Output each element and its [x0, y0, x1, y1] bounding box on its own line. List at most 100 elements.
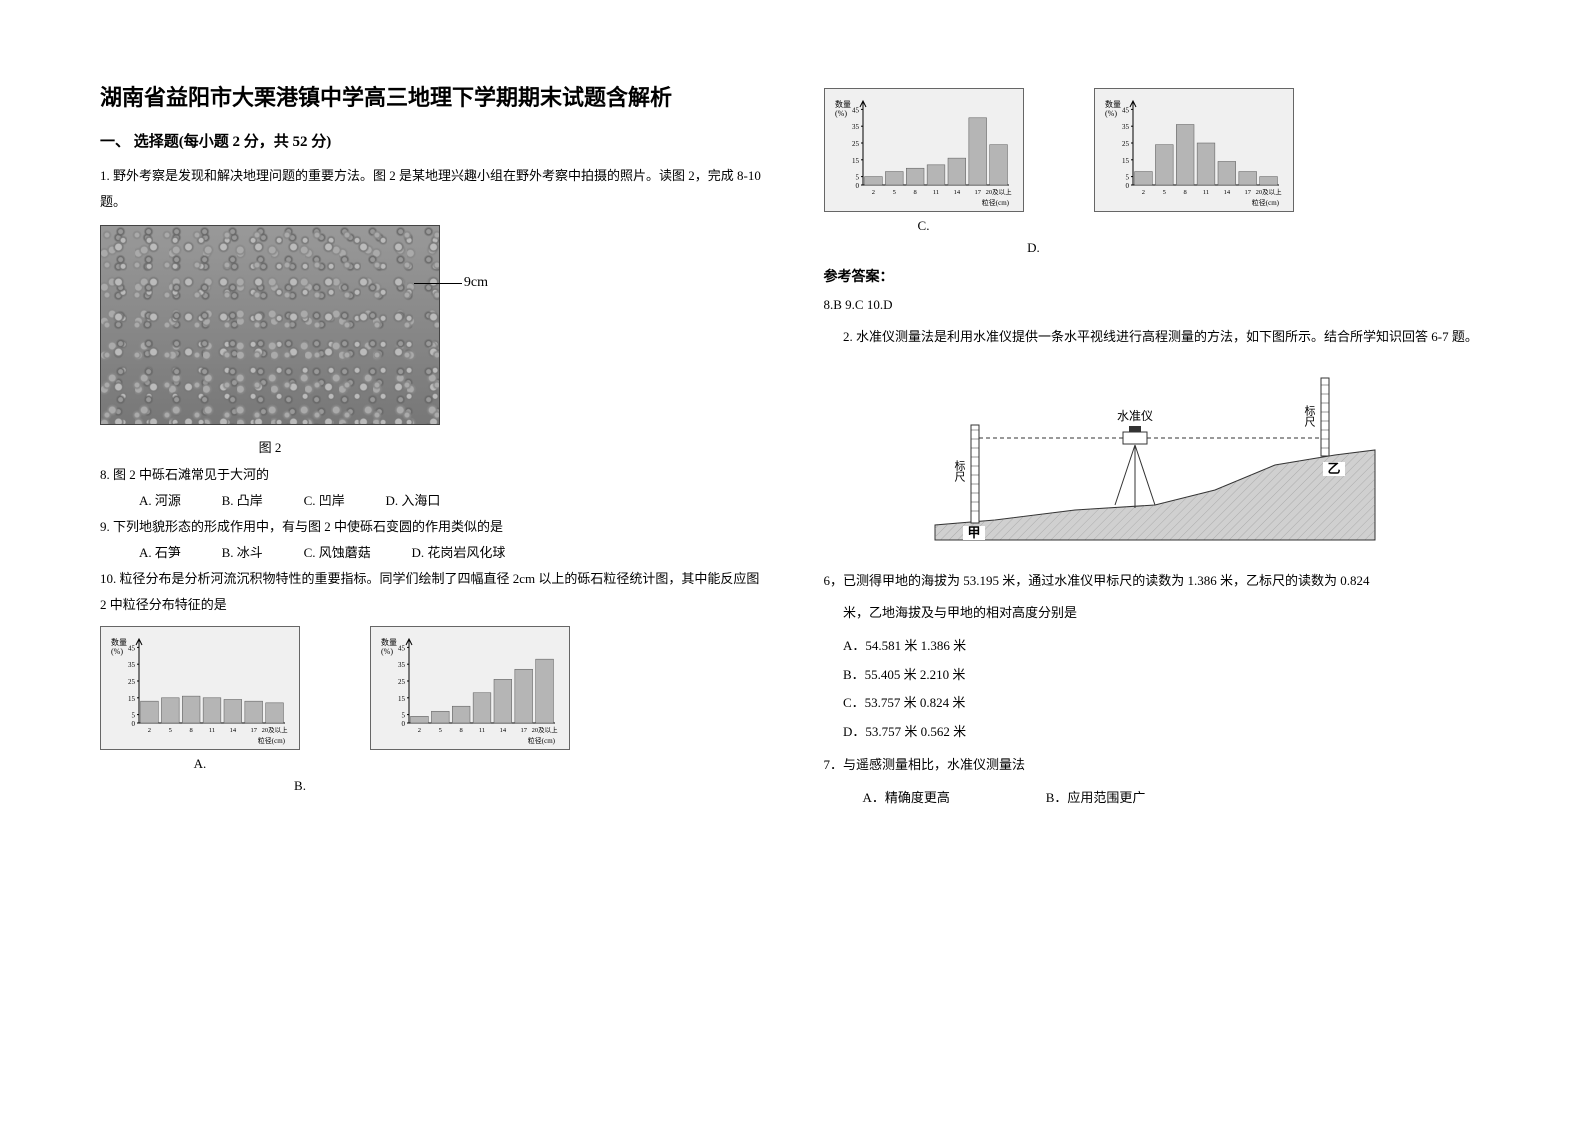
svg-text:(%): (%) — [111, 647, 123, 656]
q8-options: A. 河源 B. 凸岸 C. 凹岸 D. 入海口 — [100, 488, 764, 514]
right-column: 数量(%)453525155025811141720及以上粒径(cm) C. 数… — [824, 80, 1488, 1042]
svg-text:45: 45 — [398, 644, 406, 652]
q9-options: A. 石笋 B. 冰斗 C. 风蚀蘑菇 D. 花岗岩风化球 — [100, 540, 764, 566]
svg-text:2: 2 — [1141, 189, 1144, 196]
svg-text:5: 5 — [132, 712, 136, 720]
svg-text:甲: 甲 — [968, 525, 981, 540]
section-heading: 一、 选择题(每小题 2 分，共 52 分) — [100, 130, 764, 151]
svg-text:17: 17 — [520, 727, 527, 734]
svg-text:5: 5 — [892, 189, 895, 196]
svg-text:11: 11 — [932, 189, 938, 196]
svg-text:2: 2 — [871, 189, 874, 196]
chart-label-a: A. — [194, 756, 207, 772]
answer-heading: 参考答案： — [824, 266, 1488, 286]
chart-label-c: C. — [918, 218, 930, 234]
chart-cell-c: 数量(%)453525155025811141720及以上粒径(cm) C. — [824, 88, 1024, 234]
svg-text:(%): (%) — [1105, 109, 1117, 118]
svg-text:8: 8 — [190, 727, 193, 734]
svg-text:20及以上: 20及以上 — [1255, 187, 1282, 196]
svg-text:25: 25 — [128, 678, 136, 686]
svg-text:14: 14 — [953, 189, 960, 196]
q1-text: 1. 野外考察是发现和解决地理问题的重要方法。图 2 是某地理兴趣小组在野外考察… — [100, 163, 764, 215]
svg-text:8: 8 — [913, 189, 916, 196]
q7-options: A．精确度更高 B．应用范围更广 — [824, 784, 1488, 813]
svg-text:20及以上: 20及以上 — [985, 187, 1012, 196]
q6-text-2: 米，乙地海拔及与甲地的相对高度分别是 — [824, 600, 1488, 626]
figure-2-photo: 9cm — [100, 225, 440, 425]
svg-text:35: 35 — [128, 661, 136, 669]
q9-opt-d: D. 花岗岩风化球 — [392, 540, 505, 566]
figure-caption: 图 2 — [100, 437, 440, 456]
svg-text:5: 5 — [855, 174, 859, 182]
q8-opt-c: C. 凹岸 — [284, 488, 345, 514]
q9-text: 9. 下列地貌形态的形成作用中，有与图 2 中使砾石变圆的作用类似的是 — [100, 514, 764, 540]
svg-text:11: 11 — [209, 727, 215, 734]
svg-text:14: 14 — [500, 727, 507, 734]
svg-text:0: 0 — [402, 720, 406, 728]
svg-text:17: 17 — [974, 189, 981, 196]
q7-text: 7．与遥感测量相比，水准仪测量法 — [824, 752, 1488, 778]
q9-opt-c: C. 风蚀蘑菇 — [284, 540, 371, 566]
q8-opt-d: D. 入海口 — [366, 488, 440, 514]
svg-text:标尺: 标尺 — [953, 459, 966, 483]
q10-text: 10. 粒径分布是分析河流沉积物特性的重要指标。同学们绘制了四幅直径 2cm 以… — [100, 566, 764, 618]
svg-text:粒径(cm): 粒径(cm) — [1251, 198, 1279, 207]
left-column: 湖南省益阳市大栗港镇中学高三地理下学期期末试题含解析 一、 选择题(每小题 2 … — [100, 80, 764, 1042]
q6-opt-a: A．54.581 米 1.386 米 — [824, 632, 1488, 661]
q8-opt-b: B. 凸岸 — [202, 488, 263, 514]
chart-label-d: D. — [824, 240, 1244, 256]
q7-opt-b: B．应用范围更广 — [1026, 784, 1206, 813]
svg-text:(%): (%) — [835, 109, 847, 118]
doc-title: 湖南省益阳市大栗港镇中学高三地理下学期期末试题含解析 — [100, 80, 764, 112]
svg-text:5: 5 — [1125, 174, 1129, 182]
svg-text:45: 45 — [1122, 106, 1130, 114]
chart-a: 数量(%)453525155025811141720及以上粒径(cm) — [100, 626, 300, 750]
svg-text:15: 15 — [1122, 157, 1130, 165]
svg-text:数量: 数量 — [835, 99, 851, 109]
svg-text:2: 2 — [148, 727, 151, 734]
svg-text:15: 15 — [128, 695, 136, 703]
svg-text:15: 15 — [398, 695, 406, 703]
svg-text:5: 5 — [402, 712, 406, 720]
svg-text:35: 35 — [398, 661, 406, 669]
q8-text: 8. 图 2 中砾石滩常见于大河的 — [100, 462, 764, 488]
q6-text-1: 6，已测得甲地的海拔为 53.195 米，通过水准仪甲标尺的读数为 1.386 … — [824, 568, 1488, 594]
chart-cell-a: 数量(%)453525155025811141720及以上粒径(cm) A. — [100, 626, 300, 772]
svg-text:水准仪: 水准仪 — [1117, 409, 1153, 423]
svg-text:数量: 数量 — [111, 637, 127, 647]
svg-text:8: 8 — [460, 727, 463, 734]
chart-row-ab: 数量(%)453525155025811141720及以上粒径(cm) A. 数… — [100, 626, 764, 772]
svg-text:45: 45 — [128, 644, 136, 652]
svg-text:0: 0 — [1125, 182, 1129, 190]
svg-text:5: 5 — [169, 727, 172, 734]
svg-text:11: 11 — [479, 727, 485, 734]
chart-cell-d: 数量(%)453525155025811141720及以上粒径(cm) — [1094, 88, 1294, 234]
svg-text:(%): (%) — [381, 647, 393, 656]
svg-text:35: 35 — [1122, 123, 1130, 131]
svg-text:粒径(cm): 粒径(cm) — [981, 198, 1009, 207]
svg-text:2: 2 — [418, 727, 421, 734]
svg-text:粒径(cm): 粒径(cm) — [528, 736, 556, 745]
chart-cell-b: 数量(%)453525155025811141720及以上粒径(cm) — [370, 626, 570, 772]
svg-text:14: 14 — [230, 727, 237, 734]
leveling-diagram: 标尺标尺水准仪甲乙 — [824, 370, 1488, 550]
svg-text:乙: 乙 — [1328, 461, 1341, 476]
q9-opt-a: A. 石笋 — [120, 540, 181, 566]
svg-text:35: 35 — [852, 123, 860, 131]
svg-text:5: 5 — [439, 727, 442, 734]
svg-text:数量: 数量 — [381, 637, 397, 647]
q6-opt-d: D．53.757 米 0.562 米 — [824, 718, 1488, 747]
photo-scale-label: 9cm — [464, 275, 488, 291]
svg-text:20及以上: 20及以上 — [532, 725, 559, 734]
svg-text:45: 45 — [852, 106, 860, 114]
svg-text:粒径(cm): 粒径(cm) — [258, 736, 286, 745]
svg-text:标尺: 标尺 — [1303, 404, 1316, 428]
svg-text:15: 15 — [852, 157, 860, 165]
q6-opt-b: B．55.405 米 2.210 米 — [824, 661, 1488, 690]
chart-row-cd: 数量(%)453525155025811141720及以上粒径(cm) C. 数… — [824, 88, 1488, 234]
svg-text:25: 25 — [1122, 140, 1130, 148]
svg-text:0: 0 — [855, 182, 859, 190]
svg-text:20及以上: 20及以上 — [262, 725, 289, 734]
svg-text:0: 0 — [132, 720, 136, 728]
svg-text:17: 17 — [1244, 189, 1251, 196]
